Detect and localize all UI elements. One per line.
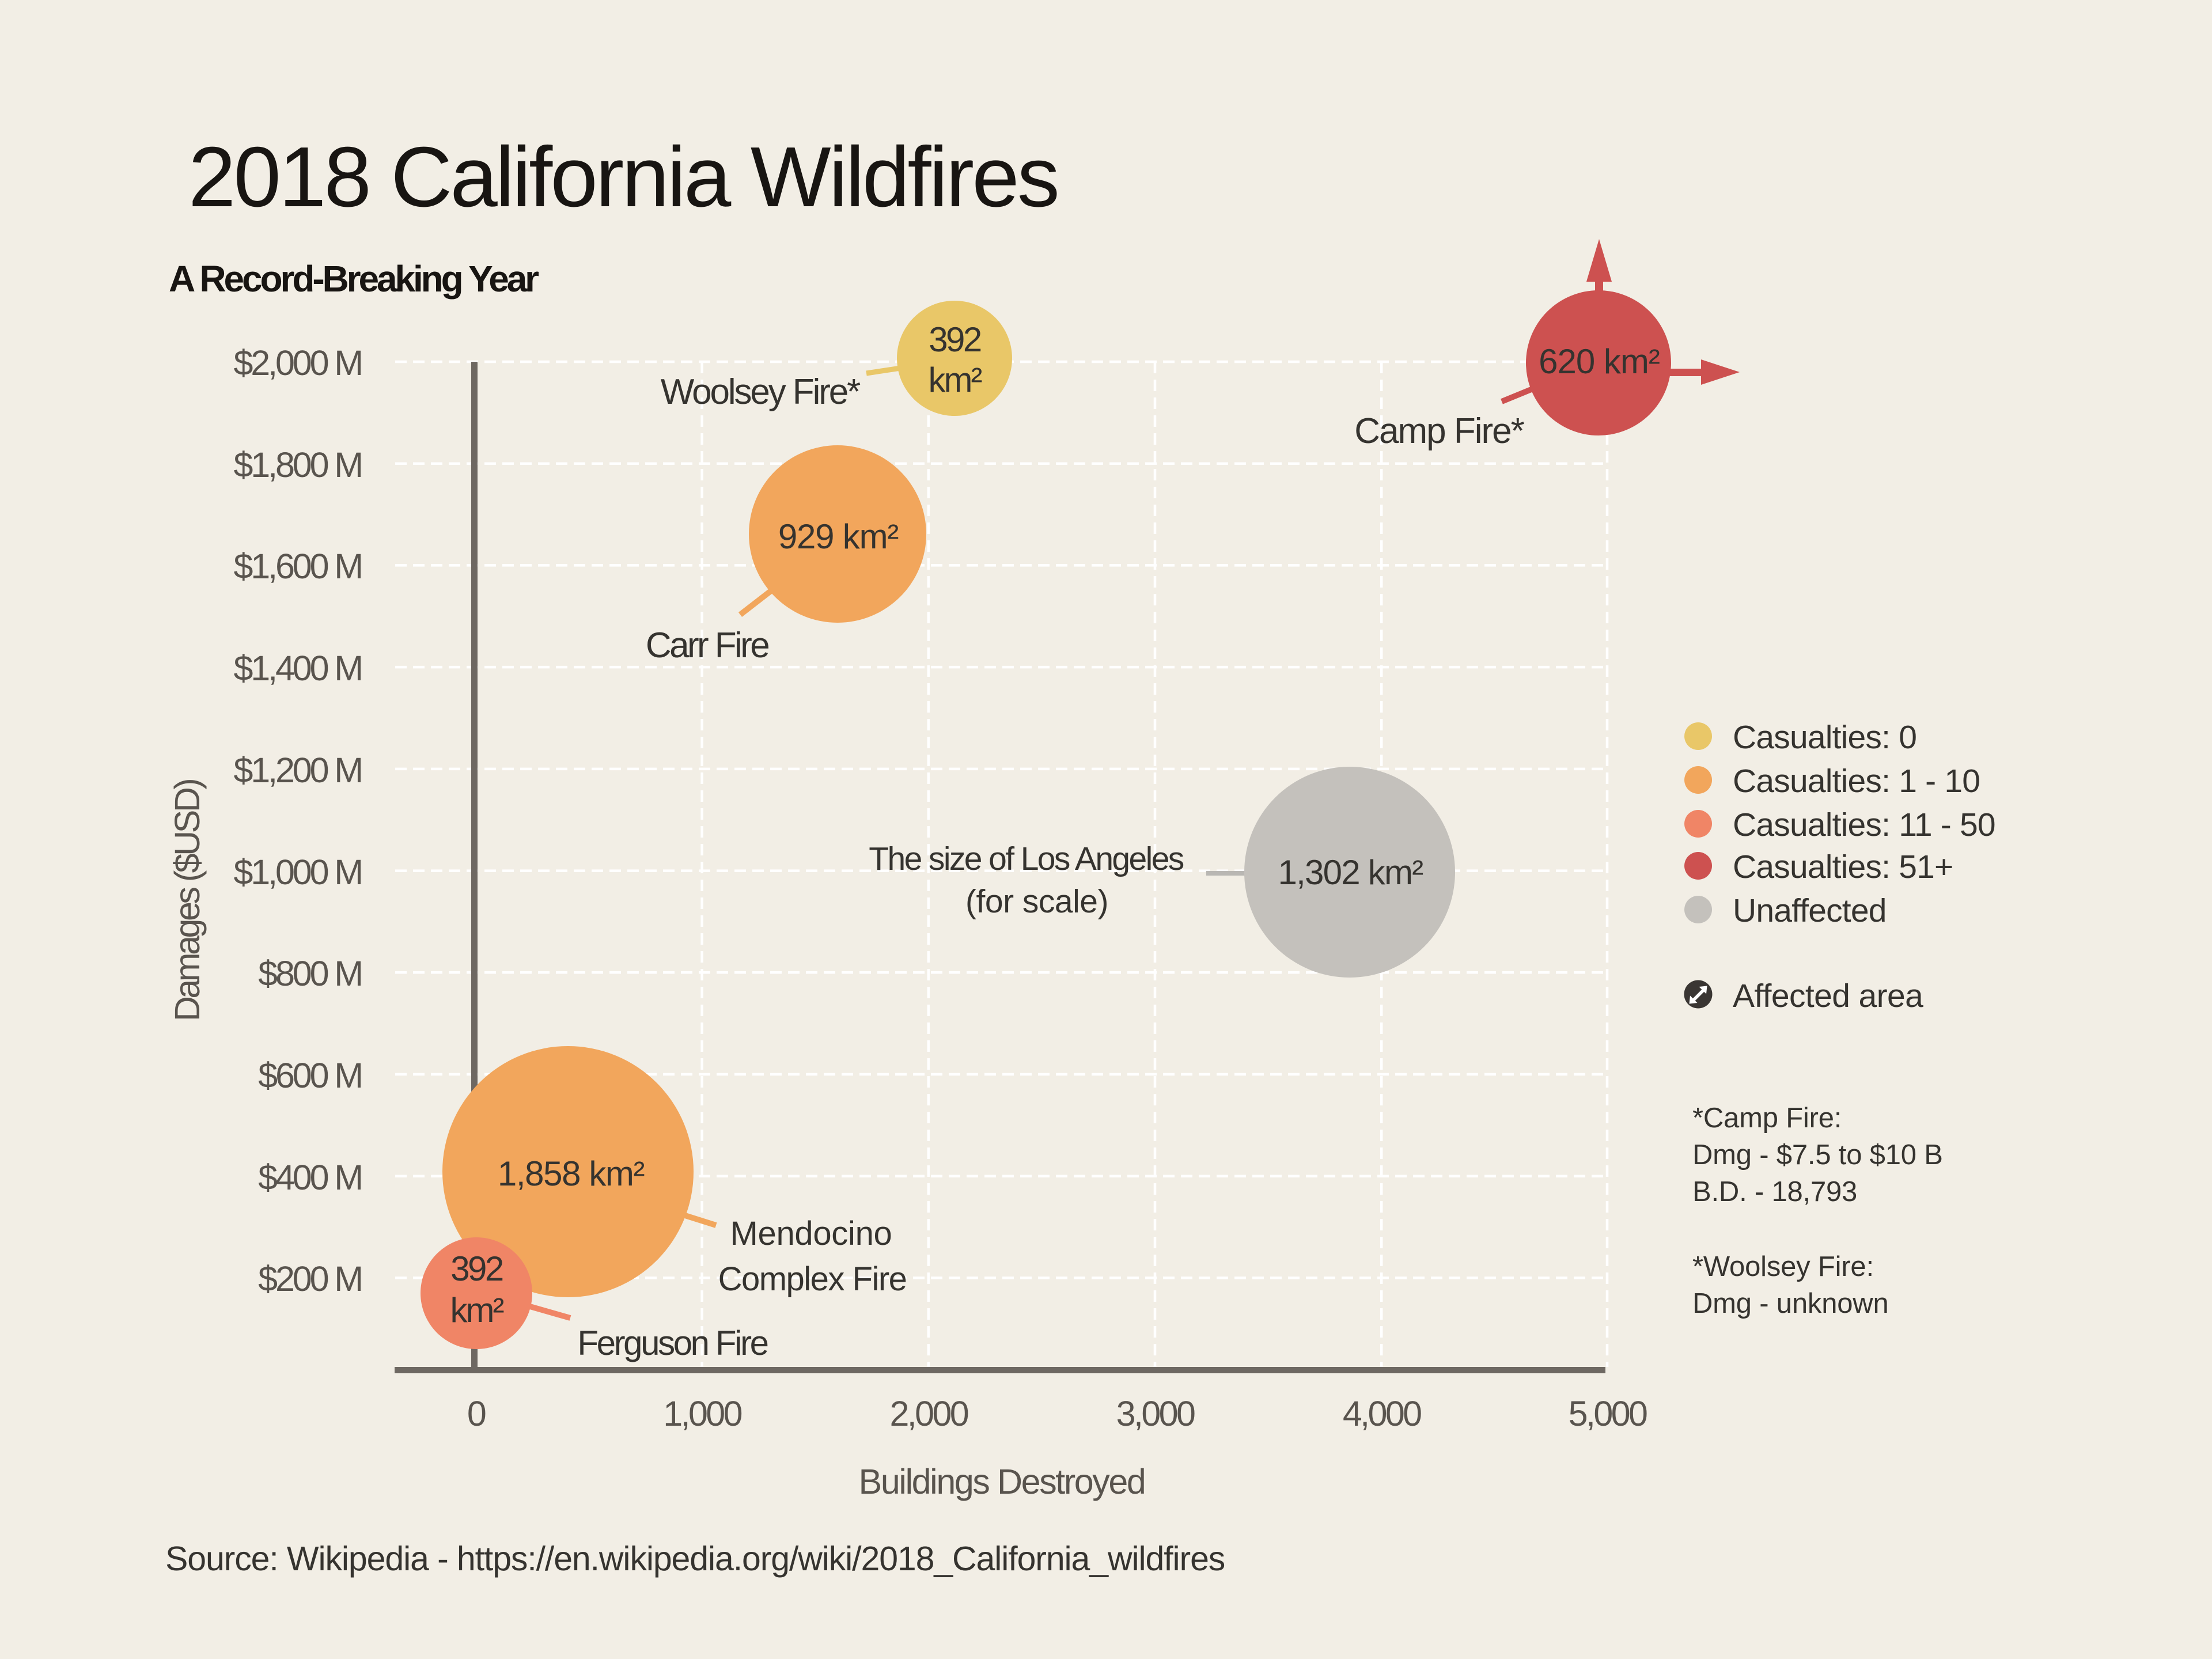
- svg-text:$800 M: $800 M: [258, 954, 361, 993]
- svg-text:Carr Fire: Carr Fire: [646, 626, 768, 665]
- svg-text:$400 M: $400 M: [258, 1158, 361, 1197]
- svg-text:A Record-Breaking Year: A Record-Breaking Year: [169, 258, 539, 300]
- svg-text:1,858 km²: 1,858 km²: [498, 1154, 645, 1193]
- svg-text:2,000: 2,000: [889, 1394, 968, 1433]
- svg-text:1,000: 1,000: [663, 1394, 741, 1433]
- svg-text:Camp Fire*: Camp Fire*: [1354, 411, 1524, 451]
- svg-text:Dmg - $7.5 to $10 B: Dmg - $7.5 to $10 B: [1692, 1139, 1943, 1171]
- svg-text:km²: km²: [450, 1291, 504, 1330]
- svg-text:*Woolsey Fire:: *Woolsey Fire:: [1692, 1251, 1874, 1282]
- svg-text:Buildings Destroyed: Buildings Destroyed: [859, 1462, 1145, 1501]
- svg-text:3,000: 3,000: [1116, 1394, 1195, 1433]
- svg-text:Damages ($USD): Damages ($USD): [168, 780, 207, 1022]
- svg-text:The size of Los Angeles: The size of Los Angeles: [869, 840, 1184, 877]
- svg-text:(for scale): (for scale): [965, 883, 1108, 920]
- svg-text:Dmg - unknown: Dmg - unknown: [1692, 1288, 1889, 1319]
- svg-text:4,000: 4,000: [1343, 1394, 1421, 1433]
- svg-text:392: 392: [929, 320, 981, 359]
- svg-text:Woolsey Fire*: Woolsey Fire*: [661, 372, 861, 412]
- svg-text:392: 392: [450, 1249, 503, 1288]
- svg-text:$1,000 M: $1,000 M: [233, 853, 361, 892]
- svg-text:$1,800 M: $1,800 M: [233, 445, 361, 484]
- svg-text:Unaffected: Unaffected: [1733, 892, 1887, 929]
- svg-text:Mendocino: Mendocino: [730, 1215, 892, 1252]
- svg-text:*Camp Fire:: *Camp Fire:: [1692, 1103, 1842, 1134]
- svg-text:5,000: 5,000: [1569, 1394, 1647, 1433]
- svg-text:$1,600 M: $1,600 M: [233, 547, 361, 586]
- svg-text:Complex Fire: Complex Fire: [718, 1260, 907, 1298]
- svg-text:$1,400 M: $1,400 M: [233, 649, 361, 688]
- svg-text:1,302 km²: 1,302 km²: [1278, 853, 1423, 892]
- svg-text:929 km²: 929 km²: [778, 517, 899, 556]
- svg-text:Casualties: 51+: Casualties: 51+: [1733, 849, 1953, 885]
- svg-text:$200 M: $200 M: [258, 1259, 361, 1298]
- svg-text:2018 California Wildfires: 2018 California Wildfires: [188, 130, 1058, 225]
- svg-text:Ferguson Fire: Ferguson Fire: [577, 1324, 767, 1362]
- svg-text:Casualties: 11 - 50: Casualties: 11 - 50: [1733, 806, 1995, 843]
- svg-text:$600 M: $600 M: [258, 1056, 361, 1095]
- svg-text:Source: Wikipedia - https://en: Source: Wikipedia - https://en.wikipedia…: [165, 1540, 1225, 1578]
- svg-text:Casualties: 1 - 10: Casualties: 1 - 10: [1733, 763, 1980, 800]
- svg-text:$2,000 M: $2,000 M: [233, 343, 361, 382]
- svg-text:Affected area: Affected area: [1733, 978, 1923, 1014]
- svg-text:$1,200 M: $1,200 M: [233, 751, 361, 790]
- svg-text:km²: km²: [929, 361, 982, 399]
- svg-text:620 km²: 620 km²: [1539, 342, 1660, 381]
- svg-text:0: 0: [467, 1394, 486, 1433]
- svg-text:B.D. - 18,793: B.D. - 18,793: [1692, 1176, 1857, 1207]
- svg-text:Casualties: 0: Casualties: 0: [1733, 719, 1916, 756]
